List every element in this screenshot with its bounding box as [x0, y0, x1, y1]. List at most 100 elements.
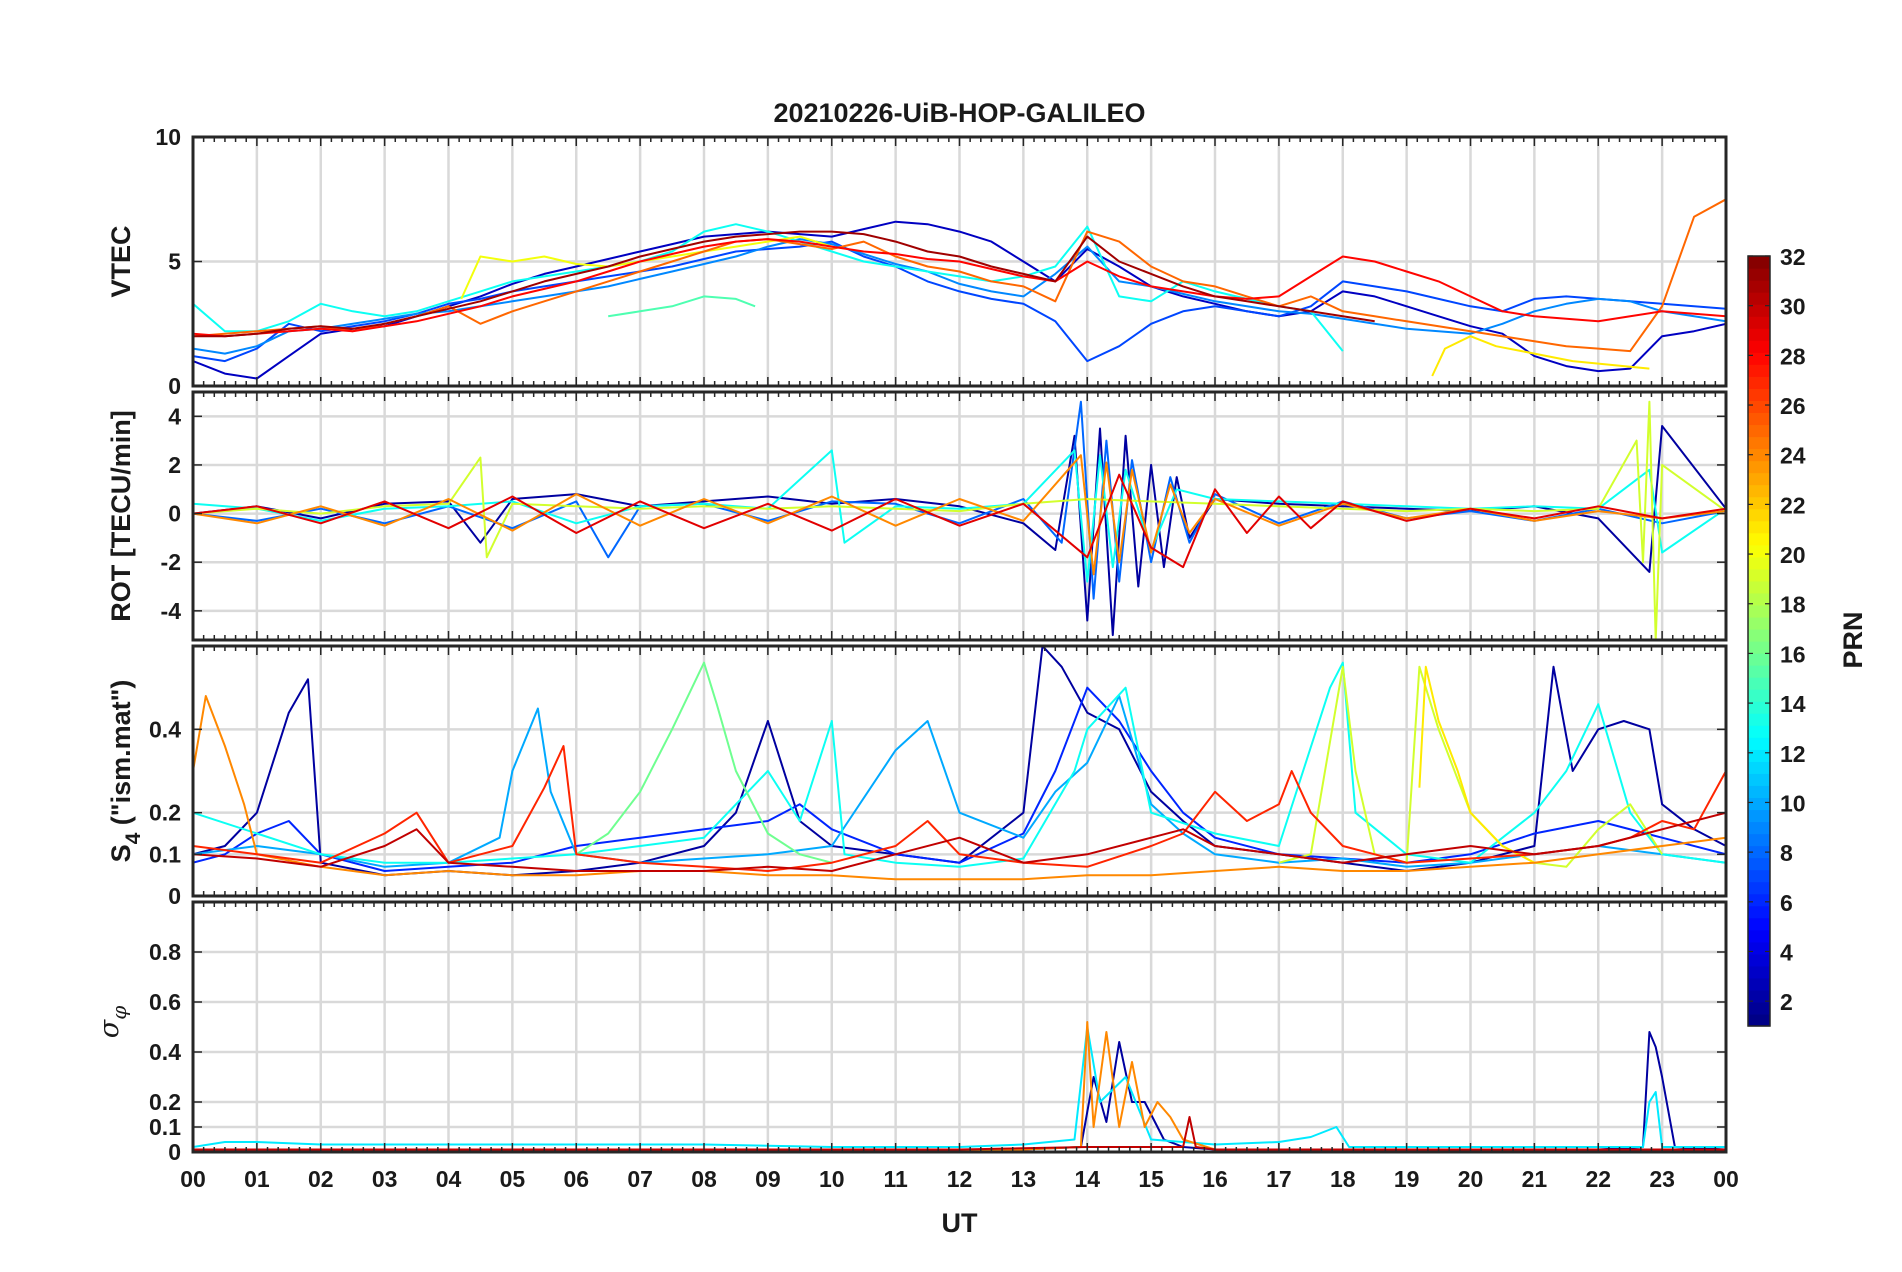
colorbar-tick-label: 26: [1780, 393, 1806, 419]
series-line-prn-29: [193, 473, 1726, 569]
colorbar-tick-label: 18: [1780, 592, 1806, 618]
y-tick-label: 0.1: [149, 1114, 181, 1140]
x-tick-label: 01: [244, 1166, 270, 1192]
colorbar-segment: [1748, 953, 1770, 967]
x-tick-label: 13: [1011, 1166, 1037, 1192]
colorbar-tick-label: 2: [1780, 989, 1793, 1015]
colorbar-segment: [1748, 448, 1770, 462]
colorbar-segment: [1748, 665, 1770, 678]
x-tick-labels: 00 01 02 03 04 05 06 07 08 09 10 11 12 13 14 15 16 17 18 19…: [180, 1166, 1739, 1192]
series-group: [193, 198, 1726, 380]
colorbar-segment: [1748, 941, 1770, 955]
x-tick-label: 04: [436, 1166, 462, 1192]
colorbar-segment: [1748, 304, 1770, 317]
colorbar-segment: [1748, 929, 1770, 943]
colorbar-tick-label: 32: [1780, 244, 1806, 270]
y-axis-label: VTEC: [106, 225, 136, 297]
y-tick-label: 10: [155, 124, 181, 150]
x-tick-label: 14: [1074, 1166, 1100, 1192]
colorbar-segment: [1748, 496, 1770, 510]
series-line-prn-21: [1418, 665, 1535, 864]
series-line-prn-24: [193, 454, 1726, 576]
panel-1: 0 5 10 VTEC: [106, 124, 1728, 399]
x-tick-label: 17: [1266, 1166, 1292, 1192]
colorbar-segment: [1748, 580, 1770, 594]
colorbar-segment: [1748, 604, 1770, 618]
x-tick-label: 21: [1522, 1166, 1548, 1192]
colorbar-segment: [1748, 280, 1770, 293]
colorbar-segment: [1748, 1013, 1770, 1027]
series-group: [193, 646, 1726, 881]
y-tick-label: 0.2: [149, 1089, 181, 1115]
x-axis-label: UT: [942, 1208, 978, 1238]
panel-4: 00.10.2 0.4 0.6 0.8 σφ: [94, 900, 1728, 1165]
colorbar-segment: [1748, 328, 1770, 341]
x-tick-label: 22: [1585, 1166, 1611, 1192]
colorbar-segment: [1748, 749, 1770, 762]
y-tick-label: 5: [168, 249, 181, 275]
x-tick-label: 07: [627, 1166, 653, 1192]
colorbar-segment: [1748, 268, 1770, 281]
x-tick-label: 00: [1713, 1166, 1739, 1192]
x-tick-label: 05: [500, 1166, 526, 1192]
colorbar-tick-label: 8: [1780, 840, 1793, 866]
x-tick-label: 15: [1138, 1166, 1164, 1192]
colorbar-segment: [1748, 761, 1770, 774]
x-tick-label: 18: [1330, 1166, 1356, 1192]
series-line-prn-28: [193, 238, 1726, 338]
y-axis-label: σφ: [94, 1006, 131, 1038]
colorbar-segment: [1748, 472, 1770, 486]
colorbar-segment: [1748, 292, 1770, 305]
panel-3: 0 0.1 0.2 0.4S4 ("ism.mat"): [106, 644, 1728, 909]
colorbar-segment: [1748, 857, 1770, 871]
series-line-prn-6: [193, 686, 1726, 872]
colorbar-segment: [1748, 989, 1770, 1003]
series-line-prn-25: [193, 198, 1726, 353]
y-tick-label: 0.1: [149, 841, 181, 867]
colorbar-segment: [1748, 917, 1770, 931]
colorbar-segment: [1748, 689, 1770, 702]
colorbar-segment: [1748, 677, 1770, 690]
colorbar-segment: [1748, 881, 1770, 895]
y-tick-label: 2: [168, 452, 181, 478]
series-line-prn-12: [193, 1026, 1726, 1148]
y-axis-label: ROT [TECU/min]: [106, 410, 136, 621]
y-tick-label: -2: [161, 549, 181, 575]
series-line-prn-10: [193, 695, 1726, 868]
x-tick-label: 11: [883, 1166, 908, 1192]
colorbar-segment: [1748, 845, 1770, 859]
y-tick-label: 0: [168, 501, 181, 527]
colorbar-segment: [1748, 484, 1770, 498]
colorbar-tick-label: 22: [1780, 492, 1806, 518]
series-line-prn-19: [1278, 665, 1663, 868]
series-line-prn-13: [193, 223, 1344, 352]
x-tick-label: 06: [563, 1166, 589, 1192]
colorbar-segment: [1748, 400, 1770, 414]
colorbar-frame: [1747, 255, 1771, 1027]
y-tick-label: 0.8: [149, 939, 181, 965]
colorbar-segment: [1748, 544, 1770, 558]
x-tick-label: 09: [755, 1166, 781, 1192]
colorbar-segment: [1748, 556, 1770, 570]
colorbar-tick-label: 20: [1780, 542, 1806, 568]
colorbar-segment: [1748, 809, 1770, 823]
series-line-prn-15: [608, 295, 756, 318]
series-line-prn-7: [193, 240, 1726, 363]
colorbar-segment: [1748, 977, 1770, 991]
colorbar-tick-label: 16: [1780, 641, 1806, 667]
x-tick-label: 00: [180, 1166, 206, 1192]
x-tick-label: 20: [1458, 1166, 1484, 1192]
y-tick-label: 0.4: [149, 1039, 181, 1065]
colorbar-segment: [1748, 641, 1770, 654]
colorbar-tick-label: 12: [1780, 741, 1806, 767]
series-line-prn-24: [193, 695, 1726, 881]
series-line-prn-27: [193, 745, 1726, 872]
colorbar-segment: [1748, 592, 1770, 606]
colorbar-segment: [1748, 532, 1770, 546]
colorbar-segment: [1748, 905, 1770, 919]
colorbar-segment: [1748, 628, 1770, 642]
y-tick-label: 0.6: [149, 989, 181, 1015]
